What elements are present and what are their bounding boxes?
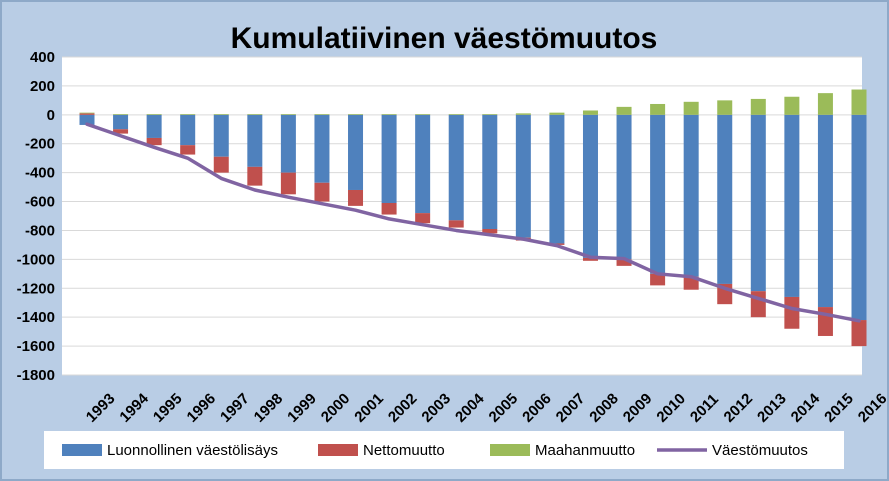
bar bbox=[616, 259, 632, 266]
bar bbox=[851, 114, 867, 321]
bar bbox=[213, 156, 229, 173]
bar bbox=[817, 93, 833, 115]
bar bbox=[79, 113, 95, 115]
bar bbox=[146, 114, 162, 115]
bar bbox=[582, 114, 598, 258]
bar bbox=[146, 114, 162, 138]
legend-swatch bbox=[490, 444, 530, 456]
y-tick-label: 400 bbox=[30, 49, 55, 66]
bar bbox=[482, 114, 498, 230]
bar bbox=[582, 110, 598, 115]
bar bbox=[381, 114, 397, 115]
bar bbox=[348, 114, 364, 115]
y-tick-label: -200 bbox=[25, 136, 55, 153]
bar bbox=[549, 114, 565, 244]
bar bbox=[381, 202, 397, 215]
bar bbox=[415, 114, 431, 115]
legend-swatch bbox=[62, 444, 102, 456]
legend-box bbox=[44, 431, 844, 469]
bar bbox=[549, 112, 565, 115]
y-tick-label: -1600 bbox=[17, 338, 55, 355]
bar bbox=[515, 113, 531, 115]
bar bbox=[280, 172, 296, 195]
y-tick-label: -1800 bbox=[17, 367, 55, 384]
bar bbox=[247, 114, 263, 115]
legend-label: Nettomuutto bbox=[363, 442, 445, 459]
bar bbox=[851, 320, 867, 347]
legend-label: Väestömuutos bbox=[712, 442, 808, 459]
bar bbox=[113, 114, 129, 115]
bar bbox=[750, 98, 766, 115]
bar bbox=[314, 114, 330, 183]
legend-label: Luonnollinen väestölisäys bbox=[107, 442, 278, 459]
bar bbox=[213, 114, 229, 115]
line-series bbox=[85, 122, 861, 323]
bar bbox=[415, 114, 431, 214]
legend: Luonnollinen väestölisäys Nettomuutto Maah… bbox=[44, 431, 844, 469]
bar bbox=[784, 114, 800, 297]
bar bbox=[650, 273, 666, 286]
bar bbox=[348, 189, 364, 206]
bar bbox=[79, 112, 95, 114]
bar bbox=[113, 114, 129, 130]
bar bbox=[717, 100, 733, 115]
y-tick-label: -1400 bbox=[17, 309, 55, 326]
y-tick-label: 0 bbox=[47, 107, 55, 124]
y-axis-ticks: 400 200 0 -200 -400 -600 -800 -1000 -1200 -1400 -1… bbox=[17, 49, 55, 384]
bar bbox=[314, 114, 330, 115]
bar bbox=[817, 307, 833, 336]
bar bbox=[79, 114, 95, 125]
bar bbox=[247, 166, 263, 186]
y-tick-label: -400 bbox=[25, 165, 55, 182]
bar bbox=[817, 114, 833, 308]
bar bbox=[280, 114, 296, 115]
bar bbox=[717, 114, 733, 284]
bar bbox=[683, 114, 699, 277]
bar bbox=[280, 114, 296, 173]
bar bbox=[381, 114, 397, 203]
bar bbox=[180, 145, 196, 155]
y-tick-label: -1200 bbox=[17, 280, 55, 297]
bar bbox=[784, 96, 800, 115]
bar bbox=[683, 101, 699, 115]
bar bbox=[113, 129, 129, 134]
bar bbox=[616, 114, 632, 260]
bar bbox=[650, 114, 666, 274]
bar bbox=[314, 182, 330, 202]
bar bbox=[750, 114, 766, 292]
bars bbox=[79, 89, 867, 347]
y-tick-label: -600 bbox=[25, 194, 55, 211]
bar bbox=[851, 89, 867, 115]
y-tick-label: -800 bbox=[25, 222, 55, 239]
line-path bbox=[85, 122, 861, 323]
bar bbox=[448, 114, 464, 115]
legend-swatch bbox=[318, 444, 358, 456]
bar bbox=[683, 276, 699, 290]
bar bbox=[650, 103, 666, 115]
bar bbox=[213, 114, 229, 157]
bar bbox=[415, 213, 431, 224]
bar bbox=[482, 114, 498, 115]
bar bbox=[180, 114, 196, 115]
bar bbox=[482, 229, 498, 234]
bar bbox=[146, 137, 162, 146]
chart-title: Kumulatiivinen väestömuutos bbox=[231, 22, 658, 55]
bar bbox=[448, 114, 464, 221]
bar bbox=[582, 257, 598, 261]
bar bbox=[247, 114, 263, 167]
bar bbox=[180, 114, 196, 146]
bar bbox=[448, 220, 464, 228]
bar bbox=[616, 106, 632, 115]
y-tick-label: -1000 bbox=[17, 251, 55, 268]
legend-label: Maahanmuutto bbox=[535, 442, 635, 459]
bar bbox=[784, 296, 800, 329]
y-tick-label: 200 bbox=[30, 78, 55, 95]
bar bbox=[515, 114, 531, 238]
bar bbox=[348, 114, 364, 190]
